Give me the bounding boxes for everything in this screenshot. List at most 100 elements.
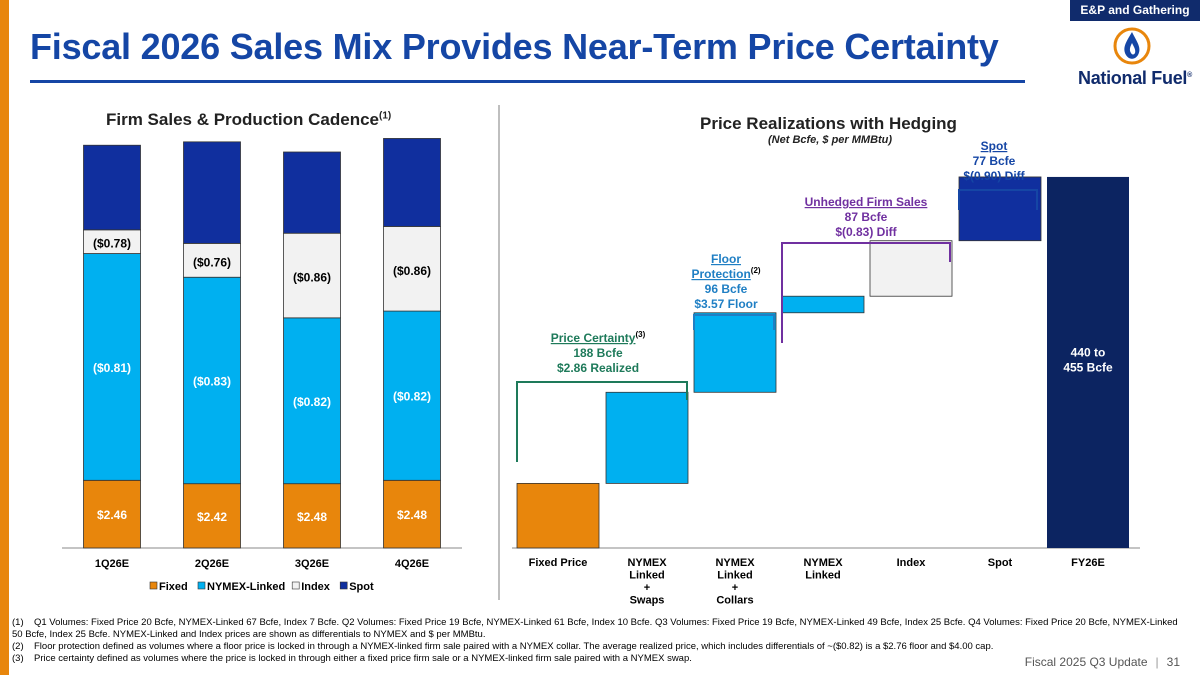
footnote-3-text: Price certainty defined as volumes where… [34,653,692,664]
bracket-price-certainty [516,381,688,462]
legend-swatch-spot [339,581,348,590]
logo-wordmark: National Fuel® [1078,68,1192,89]
waterfall-bar-5 [958,176,1042,242]
waterfall-x-label-1-2: + [644,582,650,594]
waterfall-x-label-2-2: + [732,582,738,594]
annotation-spot-line-2: $(0.90) Diff [963,169,1025,183]
section-tag: E&P and Gathering [1070,0,1200,21]
waterfall-bar-0 [516,482,600,549]
right-chart-title: Price Realizations with Hedging [700,114,957,133]
waterfall-x-label-5-0: Spot [988,557,1013,569]
waterfall-chart: Fixed Price NYMEXLinked+SwapsNYMEXLinked+… [512,139,1140,607]
bracket-spot [958,189,1038,210]
footnote-2-num: (2) [12,641,24,652]
waterfall-x-label-2-3: Collars [716,595,753,607]
bar-spot-4q26e [383,138,441,227]
legend-swatch-index [291,581,300,590]
title-underline [30,80,1025,83]
waterfall-x-label-1-0: NYMEX [627,557,667,569]
bar-index-3q26e [283,232,341,319]
annotation-unhedged-line-1: 87 Bcfe [845,210,888,224]
accent-side-bar [0,0,9,675]
data-label-fixed-1q26e: $2.46 [97,508,127,522]
legend-label-spot: Spot [349,581,374,593]
stacked-bar-chart: $2.46 ($0.81) ($0.78) 1Q26E $2.42 ($0.83) ($0.… [62,138,462,593]
data-label-index-3q26e: ($0.86) [293,271,331,285]
annotation-floor-protection-line-1: Protection(2) [691,266,760,281]
bar-index-4q26e [383,226,441,312]
annotation-spot-line-0: Spot [981,139,1008,153]
bar-fixed-4q26e [383,479,441,549]
bar-nymex-linked-3q26e [283,317,341,485]
annotation-price-certainty-line-2: $2.86 Realized [557,361,639,375]
bar-nymex-linked-1q26e [83,253,141,481]
left-chart-title-sup: (1) [379,110,392,122]
data-label-fixed-2q26e: $2.42 [197,510,227,524]
waterfall-total-label-0: 440 to [1071,345,1106,359]
data-label-index-2q26e: ($0.76) [193,255,231,269]
legend-label-fixed: Fixed [159,581,188,593]
data-label-fixed-4q26e: $2.48 [397,508,427,522]
annotation-unhedged-line-2: $(0.83) Diff [835,225,897,239]
bar-fixed-2q26e [183,483,241,549]
chart-divider [498,105,500,600]
data-label-nymex-linked-4q26e: ($0.82) [393,390,431,404]
footnote-3: (3) Price certainty defined as volumes wh… [12,653,1182,665]
bar-spot-1q26e [83,144,141,231]
waterfall-bar-4 [869,240,953,297]
annotation-floor-protection-line-3: $3.57 Floor [694,297,758,311]
right-chart-subtitle: (Net Bcfe, $ per MMBtu) [768,134,893,146]
page-number: 31 [1166,655,1180,669]
footer-text: Fiscal 2025 Q3 Update [1024,655,1148,669]
waterfall-x-label-3-1: Linked [805,570,840,582]
waterfall-x-label-3-0: NYMEX [803,557,843,569]
x-tick-label-2q26e: 2Q26E [195,558,229,570]
waterfall-bar-3 [781,295,865,314]
footnote-3-num: (3) [12,653,24,664]
waterfall-total-label-1: 455 Bcfe [1063,360,1113,374]
waterfall-x-label-6-0: FY26E [1071,557,1105,569]
page-footer: Fiscal 2025 Q3 Update | 31 [1025,655,1180,669]
annotation-floor-protection-line-0: Floor [711,252,741,266]
page-title: Fiscal 2026 Sales Mix Provides Near-Term… [30,26,999,67]
waterfall-x-label-0-0: Fixed Price [529,557,588,569]
waterfall-bar-2 [693,312,777,393]
data-label-nymex-linked-1q26e: ($0.81) [93,361,131,375]
annotation-floor-protection-line-2: 96 Bcfe [705,282,748,296]
left-chart-title-text: Firm Sales & Production Cadence [106,110,380,129]
logo-registered-mark: ® [1187,72,1192,79]
annotation-price-certainty-line-1: 188 Bcfe [573,346,623,360]
bracket-floor-protection [693,314,775,330]
annotation-spot-line-1: 77 Bcfe [973,154,1016,168]
bar-nymex-linked-4q26e [383,310,441,481]
bar-nymex-linked-2q26e [183,276,241,485]
data-label-nymex-linked-3q26e: ($0.82) [293,395,331,409]
bar-spot-3q26e [283,151,341,234]
legend-swatch-fixed [149,581,158,590]
data-label-index-4q26e: ($0.86) [393,264,431,278]
logo-flame-icon [1113,27,1151,65]
logo-text: National Fuel [1078,68,1188,88]
waterfall-bar-6 [1047,176,1129,548]
legend-label-index: Index [301,581,331,593]
left-chart-title: Firm Sales & Production Cadence(1) [106,110,391,130]
data-label-nymex-linked-2q26e: ($0.83) [193,374,231,388]
bar-fixed-1q26e [83,479,141,549]
footnotes: (1) Q1 Volumes: Fixed Price 20 Bcfe, NYME… [12,617,1182,665]
waterfall-x-label-1-3: Swaps [630,595,665,607]
x-tick-label-3q26e: 3Q26E [295,558,329,570]
footnote-1: (1) Q1 Volumes: Fixed Price 20 Bcfe, NYME… [12,617,1182,641]
data-label-index-1q26e: ($0.78) [93,237,131,251]
legend-swatch-nymex-linked [197,581,206,590]
footnote-1-num: (1) [12,617,24,628]
bar-index-2q26e [183,242,241,278]
waterfall-bar-1 [605,391,689,484]
footnote-2: (2) Floor protection defined as volumes w… [12,641,1182,653]
annotation-price-certainty-line-0: Price Certainty(3) [551,330,646,345]
footnote-2-text: Floor protection defined as volumes wher… [34,641,994,652]
waterfall-x-label-1-1: Linked [629,570,664,582]
legend-label-nymex-linked: NYMEX-Linked [207,581,285,593]
footer-separator: | [1155,655,1159,669]
x-tick-label-1q26e: 1Q26E [95,558,129,570]
waterfall-x-label-2-0: NYMEX [715,557,755,569]
